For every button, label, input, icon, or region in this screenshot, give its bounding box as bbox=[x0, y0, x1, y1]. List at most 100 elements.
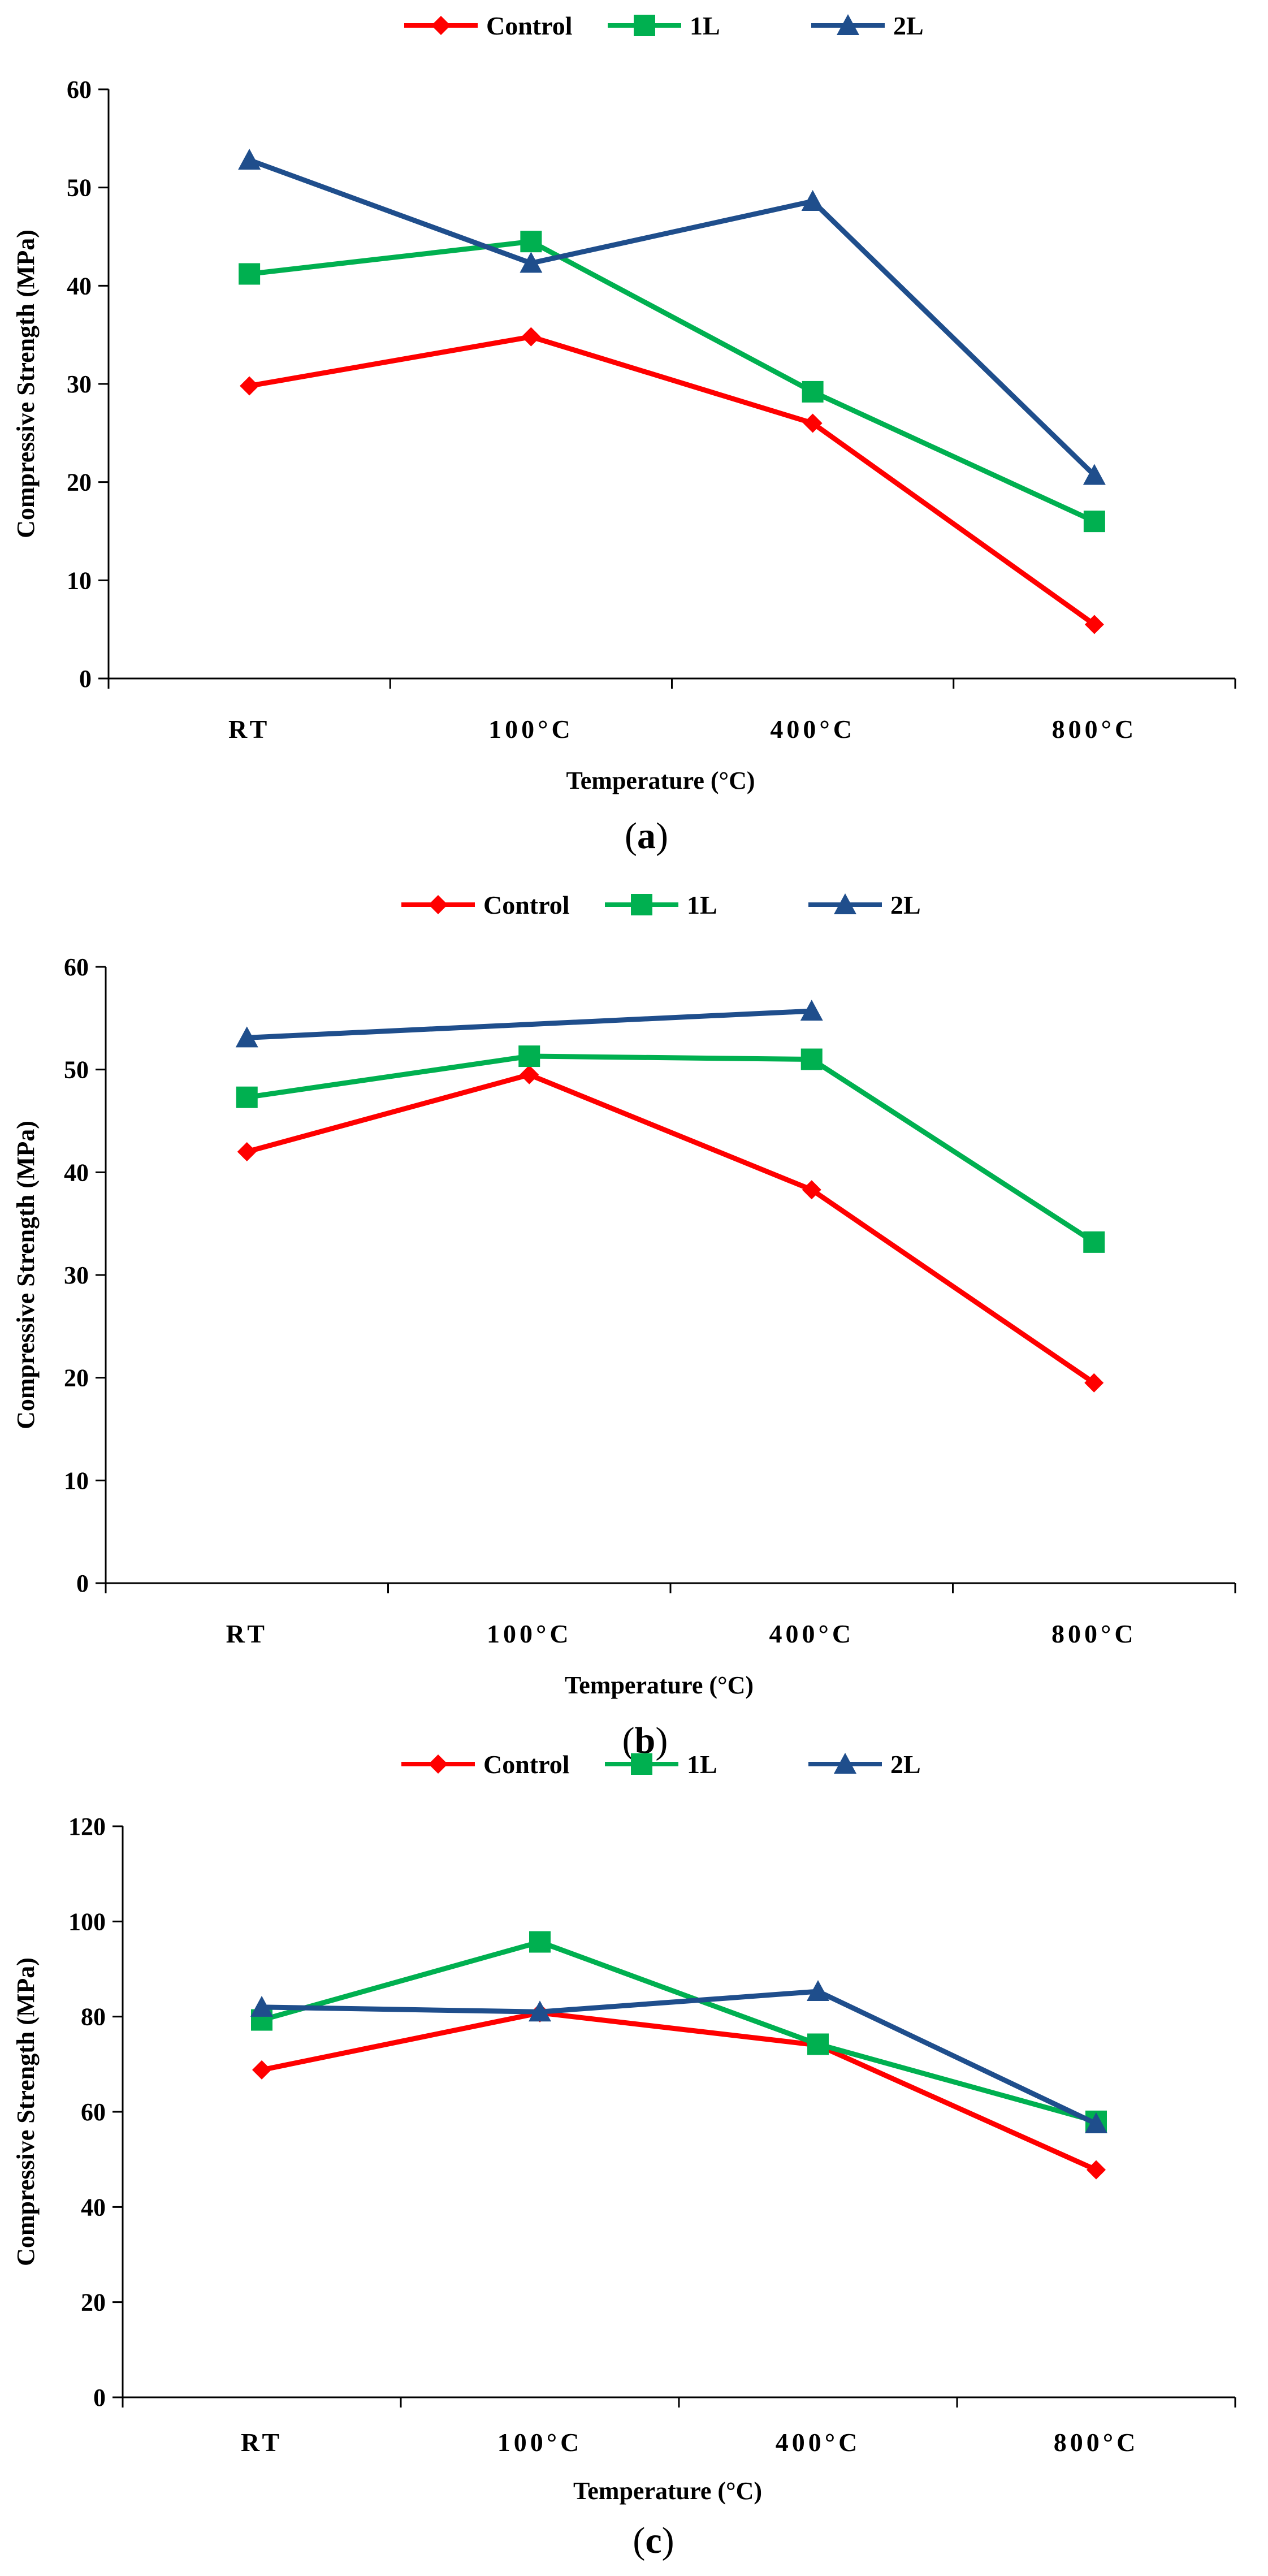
y-tick-label: 20 bbox=[81, 2289, 106, 2316]
x-tick-label: RT bbox=[228, 715, 270, 744]
data-point-diamond bbox=[240, 376, 259, 396]
legend-label: 1L bbox=[687, 891, 717, 919]
legend-item-control: Control bbox=[404, 11, 573, 40]
legend-marker-triangle bbox=[834, 893, 856, 914]
data-point-diamond bbox=[252, 2060, 271, 2080]
y-tick-label: 0 bbox=[76, 1570, 89, 1597]
data-point-triangle bbox=[1083, 464, 1106, 485]
data-point-triangle bbox=[807, 1980, 829, 2002]
data-point-square bbox=[802, 381, 824, 403]
x-tick-label: 100°C bbox=[488, 715, 574, 744]
legend-item-2l: 2L bbox=[808, 1750, 921, 1779]
legend-item-1l: 1L bbox=[608, 11, 720, 40]
data-point-triangle bbox=[1085, 2112, 1107, 2134]
series-line bbox=[246, 1072, 1096, 1385]
legend-label: 2L bbox=[890, 891, 921, 919]
series-2l bbox=[238, 149, 1106, 485]
panel-label: (c) bbox=[633, 2520, 674, 2561]
legend-label: Control bbox=[483, 891, 570, 919]
series-line bbox=[261, 1989, 1097, 2127]
data-point-triangle bbox=[529, 2000, 551, 2022]
data-point-triangle bbox=[801, 189, 824, 211]
y-tick-label: 0 bbox=[79, 665, 92, 693]
legend-marker-diamond bbox=[431, 16, 451, 35]
series-line bbox=[246, 1053, 1096, 1244]
series-line bbox=[248, 157, 1097, 477]
legend: Control 1L 2L bbox=[404, 11, 924, 40]
chart-panel-b: Control 1L 2L 0 10 20 30 40 50 60 RT 100°C 400°C 800°… bbox=[12, 891, 1236, 1761]
data-point-square bbox=[236, 1086, 258, 1108]
legend-item-2l: 2L bbox=[811, 11, 924, 40]
y-tick-label: 20 bbox=[64, 1364, 89, 1392]
series-line bbox=[249, 334, 1096, 627]
legend-item-1l: 1L bbox=[605, 1750, 717, 1779]
x-axis-title: Temperature (°C) bbox=[573, 2477, 762, 2505]
x-tick-label: 800°C bbox=[1054, 2428, 1139, 2457]
series-line bbox=[246, 1008, 812, 1040]
legend-item-control: Control bbox=[401, 1750, 570, 1779]
x-tick-label: 800°C bbox=[1052, 715, 1137, 744]
legend-label: 1L bbox=[687, 1750, 717, 1779]
data-point-square bbox=[807, 2033, 829, 2055]
series-line bbox=[261, 2010, 1097, 2172]
legend-label: Control bbox=[486, 11, 573, 40]
x-tick-label: RT bbox=[226, 1619, 268, 1648]
panel-label: (a) bbox=[625, 815, 668, 857]
y-tick-label: 40 bbox=[64, 1159, 89, 1186]
series-1l bbox=[236, 1045, 1105, 1253]
data-point-diamond bbox=[521, 327, 541, 347]
legend: Control 1L 2L bbox=[401, 891, 921, 919]
legend-label: Control bbox=[483, 1750, 570, 1779]
data-point-triangle bbox=[238, 149, 261, 170]
legend-marker-square bbox=[634, 15, 655, 36]
y-tick-label: 60 bbox=[64, 953, 89, 981]
x-axis-title: Temperature (°C) bbox=[565, 1671, 754, 1699]
y-axis-title: Compressive Strength (MPa) bbox=[12, 230, 40, 538]
data-point-square bbox=[520, 231, 542, 253]
data-point-square bbox=[239, 263, 261, 285]
legend-marker-diamond bbox=[429, 1754, 448, 1774]
data-point-square bbox=[1083, 1231, 1105, 1253]
y-tick-label: 30 bbox=[67, 370, 92, 398]
series-1l bbox=[251, 1931, 1107, 2132]
legend-item-control: Control bbox=[401, 891, 570, 919]
data-point-triangle bbox=[235, 1026, 258, 1048]
x-axis-title: Temperature (°C) bbox=[566, 767, 755, 794]
series-control bbox=[237, 1065, 1104, 1393]
y-axis-title: Compressive Strength (MPa) bbox=[12, 1121, 40, 1429]
legend-marker-diamond bbox=[429, 895, 448, 914]
data-point-diamond bbox=[802, 1180, 821, 1200]
y-tick-label: 50 bbox=[67, 174, 92, 202]
data-point-triangle bbox=[250, 1995, 273, 2017]
legend-item-1l: 1L bbox=[605, 891, 717, 919]
legend-marker-square bbox=[631, 894, 652, 915]
y-tick-label: 30 bbox=[64, 1261, 89, 1289]
series-1l bbox=[239, 231, 1105, 533]
x-tick-label: 400°C bbox=[776, 2428, 861, 2457]
legend-marker-triangle bbox=[834, 1753, 856, 1774]
series-2l bbox=[235, 1000, 823, 1048]
x-tick-label: 400°C bbox=[769, 1619, 854, 1648]
y-tick-label: 100 bbox=[68, 1908, 106, 1935]
data-point-diamond bbox=[803, 413, 823, 433]
y-tick-label: 10 bbox=[64, 1467, 89, 1494]
y-tick-label: 50 bbox=[64, 1056, 89, 1084]
y-tick-label: 10 bbox=[67, 567, 92, 594]
data-point-square bbox=[800, 1048, 823, 1070]
data-point-square bbox=[518, 1045, 540, 1067]
y-axis-title: Compressive Strength (MPa) bbox=[12, 1957, 40, 2266]
legend: Control 1L 2L bbox=[401, 1750, 921, 1779]
x-tick-label: 800°C bbox=[1051, 1619, 1137, 1648]
data-point-square bbox=[529, 1931, 551, 1953]
legend-label: 1L bbox=[690, 11, 720, 40]
y-tick-label: 120 bbox=[68, 1813, 106, 1840]
data-point-diamond bbox=[1087, 2160, 1106, 2180]
series-line bbox=[249, 239, 1096, 524]
chart-panel-a: Control 1L 2L 0 10 20 30 40 50 60 RT 100°C 400°C 800°… bbox=[12, 11, 1236, 857]
y-tick-label: 80 bbox=[81, 2003, 106, 2031]
series-line bbox=[261, 1939, 1097, 2124]
chart-panel-c: Control 1L 2L 0 20 40 60 80 100 120 RT 100°C 400°C 80… bbox=[12, 1750, 1236, 2561]
data-point-triangle bbox=[800, 1000, 823, 1021]
legend-label: 2L bbox=[890, 1750, 921, 1779]
